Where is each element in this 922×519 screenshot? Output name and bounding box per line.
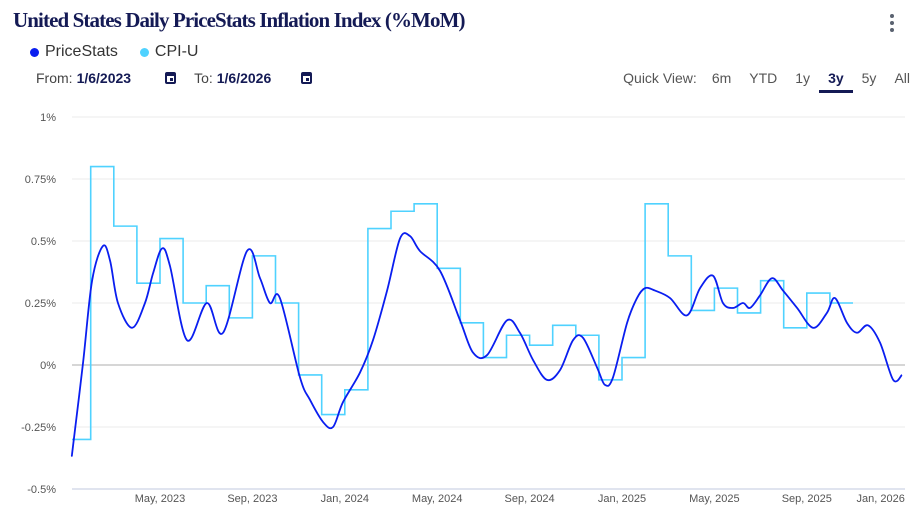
chart-title: United States Daily PriceStats Inflation…	[13, 8, 466, 32]
legend: PriceStats CPI-U	[30, 43, 198, 61]
quick-view: Quick View: 6m YTD 1y 3y 5y All	[614, 70, 910, 93]
x-tick-label: Jan, 2025	[598, 493, 646, 505]
x-tick-label: May, 2024	[412, 493, 463, 505]
y-tick-label: -0.25%	[21, 422, 56, 434]
y-tick-label: 0.25%	[25, 298, 56, 310]
calendar-icon[interactable]	[301, 72, 313, 84]
calendar-icon[interactable]	[165, 72, 177, 84]
quick-view-label: Quick View:	[623, 70, 697, 86]
quick-view-5y[interactable]: 5y	[861, 70, 877, 86]
x-tick-label: Sep, 2024	[505, 493, 555, 505]
legend-item-pricestats[interactable]: PriceStats	[30, 43, 118, 61]
y-tick-label: 1%	[40, 112, 56, 124]
quick-view-3y[interactable]: 3y	[819, 70, 853, 93]
quick-view-all[interactable]: All	[894, 70, 910, 86]
pricestats-series-line	[70, 232, 903, 457]
quick-view-ytd[interactable]: YTD	[749, 70, 778, 86]
quick-view-1y[interactable]: 1y	[795, 70, 811, 86]
cpi-dot-icon	[139, 47, 149, 57]
legend-item-cpi-u[interactable]: CPI-U	[139, 43, 199, 61]
y-tick-label: 0.75%	[25, 174, 56, 186]
cpi-u-series-line	[72, 165, 853, 441]
quick-view-6m[interactable]: 6m	[711, 70, 732, 86]
x-tick-label: Sep, 2025	[782, 493, 832, 505]
x-tick-label: May, 2023	[135, 493, 186, 505]
to-label: To:	[194, 70, 213, 86]
to-date-input[interactable]: 1/6/2026	[216, 70, 272, 86]
y-tick-label: 0.5%	[31, 236, 56, 248]
x-tick-label: May, 2025	[689, 493, 740, 505]
more-vertical-icon[interactable]	[887, 14, 897, 36]
x-tick-label: Jan, 2026	[857, 493, 905, 505]
legend-label: CPI-U	[154, 43, 199, 60]
pricestats-dot-icon	[30, 47, 39, 57]
y-tick-label: 0%	[40, 360, 56, 372]
from-date-input[interactable]: 1/6/2023	[76, 70, 132, 86]
legend-label: PriceStats	[45, 43, 118, 60]
from-label: From:	[36, 70, 73, 86]
y-tick-label: -0.5%	[27, 484, 56, 496]
date-range: From: 1/6/2023 To: 1/6/2026	[36, 70, 313, 86]
x-tick-label: Jan, 2024	[321, 493, 369, 505]
x-tick-label: Sep, 2023	[227, 493, 277, 505]
